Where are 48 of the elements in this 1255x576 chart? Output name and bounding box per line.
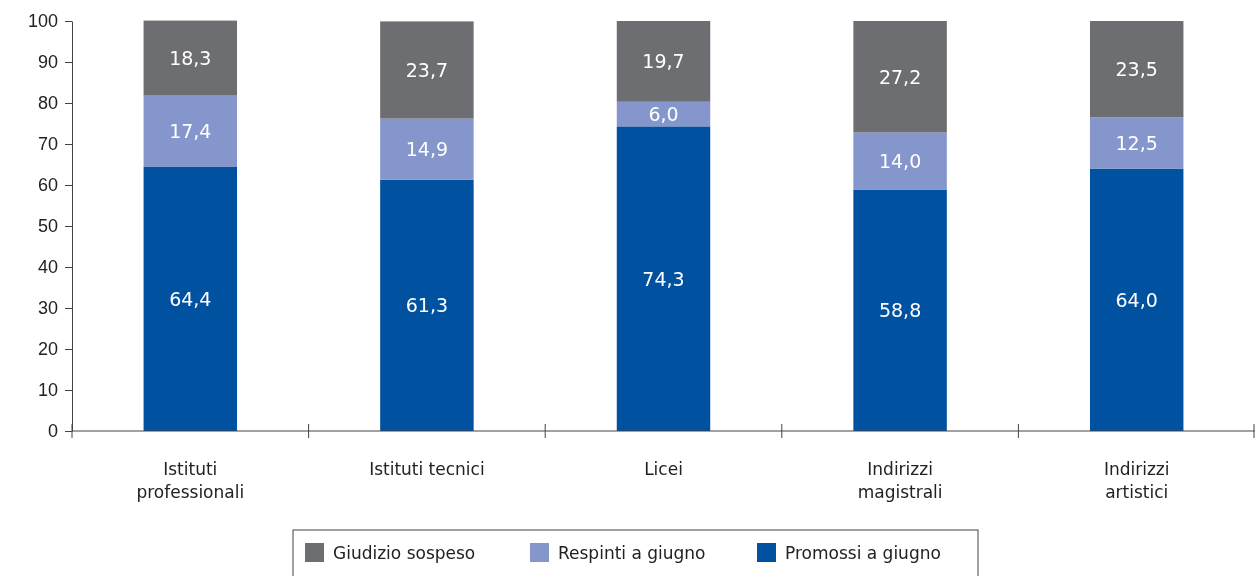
data-label: 23,7 [405, 58, 449, 81]
data-label: 27,2 [878, 65, 922, 88]
data-label: 23,5 [1115, 58, 1158, 81]
data-label: 14,9 [405, 137, 449, 160]
data-label: 18,3 [169, 46, 212, 69]
data-label: 12,5 [1115, 131, 1158, 154]
y-tick-label: 30 [37, 298, 58, 319]
y-tick-label: 100 [27, 11, 58, 32]
legend-label: Giudizio sospeso [333, 543, 476, 564]
bar [853, 189, 947, 431]
data-label: 61,3 [405, 294, 449, 317]
x-tick-label: Indirizzi artistici [1103, 459, 1170, 502]
bar [853, 21, 947, 133]
y-tick-label: 50 [37, 216, 58, 237]
bar [143, 166, 238, 431]
legend-label: Promossi a giugno [785, 543, 941, 564]
data-label: 6,0 [648, 102, 679, 125]
y-tick-label: 10 [37, 380, 58, 401]
bar [616, 126, 711, 431]
y-tick-label: 40 [37, 257, 58, 278]
legend-label: Respinti a giugno [558, 543, 706, 564]
bar [380, 118, 474, 180]
y-tick-label: 20 [37, 339, 58, 360]
data-label: 58,8 [878, 299, 922, 322]
x-tick-label: Indirizzi magistrali [857, 459, 943, 502]
x-tick-label: Istituti professionali [136, 459, 245, 502]
bar [616, 21, 711, 102]
x-tick-label: Istituti tecnici [369, 459, 485, 479]
x-tick-label: Licei [644, 459, 683, 479]
y-tick-label: 60 [37, 175, 58, 196]
bar [380, 179, 474, 431]
data-label: 14,0 [878, 150, 922, 173]
data-label: 74,3 [642, 267, 685, 290]
y-tick-label: 80 [37, 93, 58, 114]
data-label: 64,0 [1115, 288, 1158, 311]
data-label: 17,4 [169, 120, 212, 143]
y-tick-label: 70 [37, 134, 58, 155]
bar [143, 20, 238, 96]
bar [380, 21, 474, 119]
bar [143, 95, 238, 167]
data-label: 64,4 [169, 287, 212, 310]
bar [1089, 117, 1184, 169]
bar [1089, 168, 1184, 431]
data-label: 19,7 [642, 50, 685, 73]
bar [853, 132, 947, 190]
y-tick-label: 90 [37, 52, 58, 73]
bar [1089, 21, 1184, 118]
y-tick-label: 0 [47, 421, 58, 442]
